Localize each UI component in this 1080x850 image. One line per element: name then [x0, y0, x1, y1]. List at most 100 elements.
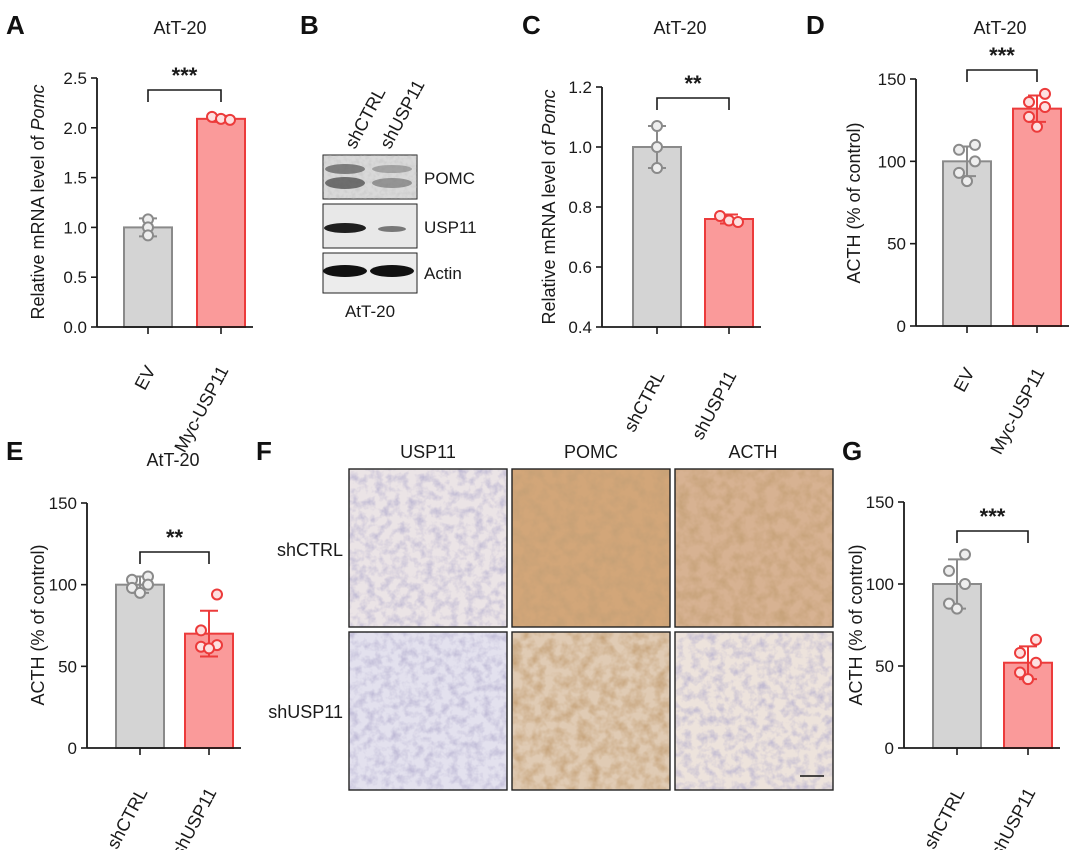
ihc-frame-shusp11-acth	[674, 631, 834, 791]
chart-g: 0 50 100 150 ACTH (% of control) shCTRL shUSP1…	[846, 493, 1060, 850]
data-point	[943, 564, 955, 577]
y-axis-label-text: ACTH (% of control)	[844, 122, 864, 283]
panel-letter-e: E	[6, 436, 23, 466]
significance-bracket	[656, 97, 730, 110]
y-tick-label: 50	[887, 235, 906, 254]
blot-band-usp11-lane2	[378, 226, 406, 232]
y-axis-label: ACTH (% of control)	[846, 544, 866, 705]
chart-d: AtT-20 0 50 100 150 ACTH (% of control) EV Myc-…	[844, 18, 1069, 457]
panel-letter-b: B	[300, 10, 319, 40]
y-tick-label: 100	[866, 575, 894, 594]
chart-c: AtT-20 0.4 0.6 0.8 1.0 1.2 Relative mRNA level…	[539, 18, 761, 443]
y-tick-label: 1.2	[568, 78, 592, 97]
data-point	[969, 155, 981, 168]
data-point	[1014, 666, 1026, 679]
y-tick-label: 0.5	[63, 268, 87, 287]
ihc-image-shctrl-pomc-texture	[512, 469, 670, 627]
blot-band-usp11-lane1	[324, 223, 366, 233]
ihc-image-shusp11-acth-texture	[675, 632, 833, 790]
x-category-label: shCTRL	[620, 367, 669, 435]
bar-treatment	[1012, 107, 1062, 327]
data-point	[1014, 646, 1026, 659]
panel-f-ihc-grid: USP11 POMC ACTH shCTRL shUSP11	[268, 442, 834, 791]
data-point	[959, 548, 971, 561]
ihc-image-shctrl-usp11-texture	[349, 469, 507, 627]
ihc-row-shctrl: shCTRL	[277, 540, 343, 560]
y-tick-label: 0.8	[568, 198, 592, 217]
data-point	[134, 586, 146, 599]
panel-letter-c: C	[522, 10, 541, 40]
data-point	[195, 624, 207, 637]
y-tick-label: 0	[897, 317, 906, 336]
y-axis-label: Relative mRNA level of Pomc	[539, 89, 559, 324]
ihc-row-shusp11: shUSP11	[268, 702, 343, 722]
y-tick-label: 1.0	[63, 218, 87, 237]
x-category-label: shUSP11	[987, 784, 1040, 850]
ihc-column-pomc: POMC	[564, 442, 618, 462]
y-tick-label: 0.6	[568, 258, 592, 277]
y-tick-label: 0.4	[568, 318, 592, 337]
data-point	[651, 120, 663, 132]
data-point	[1023, 110, 1035, 123]
significance-marker: ***	[989, 43, 1015, 68]
data-point	[714, 210, 726, 222]
x-category-label: shCTRL	[920, 784, 969, 850]
ihc-image-shusp11-pomc-texture	[512, 632, 670, 790]
data-point	[1030, 633, 1042, 646]
y-tick-label: 2.0	[63, 119, 87, 138]
data-point	[1023, 96, 1035, 109]
bar-control	[632, 146, 682, 328]
blot-label-actin: Actin	[424, 264, 462, 283]
y-tick-label: 150	[49, 494, 77, 513]
significance-marker: ***	[172, 63, 198, 88]
ihc-column-acth: ACTH	[729, 442, 778, 462]
y-axis-label-italic: Pomc	[539, 89, 559, 135]
y-tick-label: 0	[68, 739, 77, 758]
significance-marker: **	[166, 525, 184, 550]
ihc-image-shusp11-usp11-texture	[349, 632, 507, 790]
bar-control	[942, 160, 992, 327]
x-category-label: Myc-USP11	[986, 364, 1048, 457]
y-tick-label: 0	[885, 739, 894, 758]
chart-title: AtT-20	[153, 18, 206, 38]
significance-bracket	[956, 530, 1029, 543]
bar-treatment	[704, 218, 754, 328]
significance-bracket	[139, 551, 210, 564]
significance-bracket	[147, 89, 222, 102]
y-tick-label: 50	[875, 657, 894, 676]
panel-b-western-blot: shCTRL shUSP11 POMC USP11 Actin AtT-20	[322, 77, 477, 321]
ihc-frame-shctrl-usp11	[348, 468, 508, 628]
blot-cell-line-label: AtT-20	[345, 302, 395, 321]
data-point	[951, 602, 963, 615]
ihc-frame-shctrl-pomc	[511, 468, 671, 628]
y-tick-label: 1.0	[568, 138, 592, 157]
x-category-label: Myc-USP11	[170, 362, 232, 455]
y-tick-label: 1.5	[63, 169, 87, 188]
chart-e: AtT-20 0 50 100 150 ACTH (% of control) shCTRL…	[28, 450, 241, 850]
data-point	[142, 578, 154, 591]
blot-band-pomc-lane1-upper	[325, 164, 365, 174]
blot-label-pomc: POMC	[424, 169, 475, 188]
data-point	[211, 588, 223, 601]
bar-control	[123, 226, 173, 328]
data-point	[1030, 656, 1042, 669]
blot-band-pomc-lane2-upper	[372, 165, 412, 173]
ihc-column-usp11: USP11	[400, 442, 456, 462]
data-point	[1031, 120, 1043, 133]
ihc-frame-shusp11-usp11	[348, 631, 508, 791]
y-tick-label: 100	[49, 576, 77, 595]
data-point	[953, 166, 965, 179]
data-point	[1022, 673, 1034, 686]
blot-band-actin-lane2	[370, 265, 414, 277]
x-category-label: shUSP11	[168, 784, 221, 850]
data-point	[732, 216, 744, 228]
y-tick-label: 0.0	[63, 318, 87, 337]
blot-band-pomc-lane1-lower	[325, 177, 365, 189]
y-axis-label: ACTH (% of control)	[844, 122, 864, 283]
y-axis-label-text: Relative mRNA level of	[539, 135, 559, 324]
panel-letter-a: A	[6, 10, 25, 40]
data-point	[224, 113, 236, 126]
chart-title: AtT-20	[973, 18, 1026, 38]
ihc-frame-shusp11-pomc	[511, 631, 671, 791]
ihc-image-shctrl-acth-texture	[675, 469, 833, 627]
